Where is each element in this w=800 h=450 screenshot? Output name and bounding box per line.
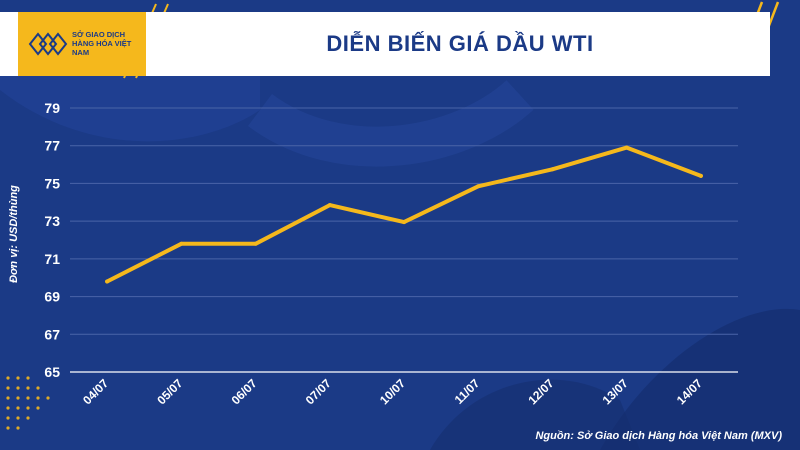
- data-point: [179, 241, 184, 246]
- y-tick-label: 71: [44, 251, 60, 267]
- data-point: [253, 241, 258, 246]
- chart-title: DIỄN BIẾN GIÁ DẦU WTI: [326, 31, 594, 56]
- x-tick-label: 10/07: [377, 376, 408, 407]
- data-point: [624, 145, 629, 150]
- x-tick-label: 04/07: [80, 376, 111, 407]
- data-point: [698, 173, 703, 178]
- series-line-path: [105, 145, 703, 284]
- y-tick-label: 73: [44, 213, 60, 229]
- logo-mark-icon: [28, 32, 68, 56]
- y-tick-label: 77: [44, 138, 60, 154]
- series-line: [105, 145, 703, 284]
- x-tick-labels: 04/07 05/07 06/07 07/07 10/07 11/07 12/07 13/07…: [80, 376, 705, 407]
- x-tick-label: 07/07: [303, 376, 334, 407]
- grid-lines: [70, 107, 738, 373]
- data-point: [327, 203, 332, 208]
- y-tick-labels: 65 67 69 71 73 75 77 79: [44, 100, 60, 380]
- source-note: Nguồn: Sở Giao dịch Hàng hóa Việt Nam (M…: [535, 430, 782, 442]
- y-tick-label: 65: [44, 364, 60, 380]
- y-tick-label: 79: [44, 100, 60, 116]
- logo: SỞ GIAO DỊCH HÀNG HÓA VIỆT NAM: [18, 12, 146, 76]
- data-point: [476, 184, 481, 189]
- x-tick-label: 06/07: [229, 376, 260, 407]
- data-point: [105, 279, 110, 284]
- data-point: [550, 167, 555, 172]
- y-tick-label: 67: [44, 326, 60, 342]
- y-tick-label: 75: [44, 175, 60, 191]
- y-tick-label: 69: [44, 289, 60, 305]
- logo-text: SỞ GIAO DỊCH HÀNG HÓA VIỆT NAM: [72, 30, 132, 57]
- y-axis-label: Đơn vị: USD/thùng: [8, 185, 20, 283]
- x-tick-label: 05/07: [154, 376, 185, 407]
- data-point: [402, 220, 406, 225]
